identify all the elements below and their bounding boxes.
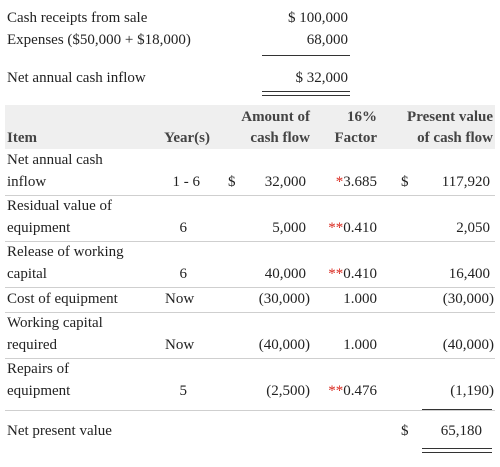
row-item-line1: Residual value of <box>7 198 112 214</box>
row-item-line2: equipment <box>7 220 71 236</box>
row-separator <box>5 410 495 411</box>
factor-footnote-mark: ** <box>328 266 344 282</box>
row-separator <box>5 312 495 313</box>
header-item: Item <box>7 130 37 146</box>
header-factor-line2: Factor <box>334 130 377 146</box>
row-separator <box>5 358 495 359</box>
net-inflow-double-rule <box>262 91 350 96</box>
row-amount: (2,500) <box>266 383 310 399</box>
row-pv: 16,400 <box>448 266 490 282</box>
row-year: Now <box>165 291 195 307</box>
row-factor: **0.410 <box>328 220 377 236</box>
row-item-line1: Working capital <box>7 315 103 331</box>
header-amount-line1: Amount of <box>241 109 310 125</box>
subtotal-rule <box>262 55 350 56</box>
row-year: 6 <box>179 266 188 282</box>
cash-receipts-label: Cash receipts from sale <box>7 10 148 26</box>
row-item-line2: capital <box>7 266 47 282</box>
row-pv: 2,050 <box>456 220 490 236</box>
row-pv-dollar: $ <box>401 174 409 190</box>
row-amount: 5,000 <box>272 220 306 236</box>
row-year: 5 <box>179 383 188 399</box>
header-factor-line1: 16% <box>347 109 377 125</box>
factor-footnote-mark: * <box>335 174 344 190</box>
row-item-line1: Net annual cash <box>7 152 103 168</box>
row-year: 1 - 6 <box>172 174 201 190</box>
total-rule <box>422 409 492 410</box>
row-pv: (1,190) <box>450 383 494 399</box>
row-amount: (30,000) <box>258 291 310 307</box>
row-separator <box>5 195 495 196</box>
net-present-value-label: Net present value <box>7 423 112 439</box>
header-pv-line2: of cash flow <box>417 130 493 146</box>
row-amount-dollar: $ <box>228 174 236 190</box>
header-pv-line1: Present value <box>407 109 493 125</box>
header-years: Year(s) <box>164 130 210 146</box>
row-item-line1: Release of working <box>7 244 124 260</box>
row-factor: **0.410 <box>328 266 377 282</box>
cash-receipts-value: $ 100,000 <box>288 10 348 26</box>
expenses-value: 68,000 <box>306 32 348 48</box>
row-pv: (30,000) <box>442 291 494 307</box>
factor-footnote-mark: ** <box>328 383 344 399</box>
row-amount: 32,000 <box>264 174 306 190</box>
row-year: Now <box>165 337 195 353</box>
row-item-line2: required <box>7 337 57 353</box>
row-pv: 117,920 <box>441 174 490 190</box>
row-amount: (40,000) <box>258 337 310 353</box>
row-pv: (40,000) <box>442 337 494 353</box>
net-inflow-value: $ 32,000 <box>295 70 349 86</box>
row-item-line1: Cost of equipment <box>7 291 118 307</box>
factor-footnote-mark: ** <box>328 220 344 236</box>
net-present-value: 65,180 <box>440 423 482 439</box>
table-header-background <box>5 105 495 149</box>
row-factor: 1.000 <box>343 337 377 353</box>
row-item-line2: inflow <box>7 174 47 190</box>
row-factor: **0.476 <box>328 383 377 399</box>
header-amount-line2: cash flow <box>250 130 310 146</box>
row-year: 6 <box>179 220 188 236</box>
net-present-value-dollar: $ <box>401 423 409 439</box>
row-item-line2: equipment <box>7 383 71 399</box>
expenses-label: Expenses ($50,000 + $18,000) <box>7 32 191 48</box>
row-separator <box>5 287 495 288</box>
net-inflow-label: Net annual cash inflow <box>7 70 146 86</box>
row-factor: 1.000 <box>343 291 377 307</box>
row-separator <box>5 241 495 242</box>
row-amount: 40,000 <box>264 266 306 282</box>
row-item-line1: Repairs of <box>7 361 70 377</box>
row-factor: *3.685 <box>335 174 377 190</box>
total-double-rule <box>422 448 492 453</box>
